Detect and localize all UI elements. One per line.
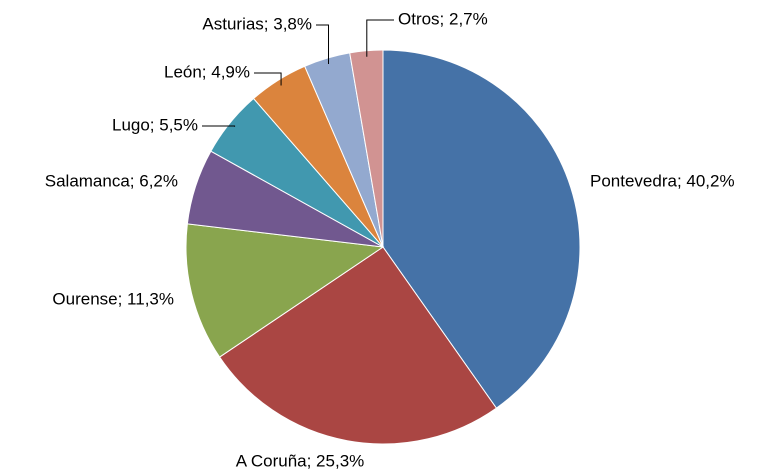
data-label: Ourense; 11,3% (52, 289, 174, 308)
leader-line (316, 24, 330, 64)
pie-slice (382, 49, 581, 409)
leader-line (366, 19, 394, 57)
data-label: Asturias; 3,8% (202, 14, 312, 33)
leader-line (254, 72, 282, 86)
data-label: Pontevedra; 40,2% (590, 171, 735, 190)
data-label: León; 4,9% (164, 62, 250, 81)
pie-slice (185, 223, 385, 358)
data-label: A Coruña; 25,3% (236, 451, 365, 470)
data-label: Otros; 2,7% (398, 9, 488, 28)
pie-slice (349, 49, 384, 248)
pie-slice (218, 246, 498, 445)
data-label: Lugo; 5,5% (112, 115, 198, 134)
data-label: Salamanca; 6,2% (45, 171, 178, 190)
leader-line (202, 125, 236, 127)
